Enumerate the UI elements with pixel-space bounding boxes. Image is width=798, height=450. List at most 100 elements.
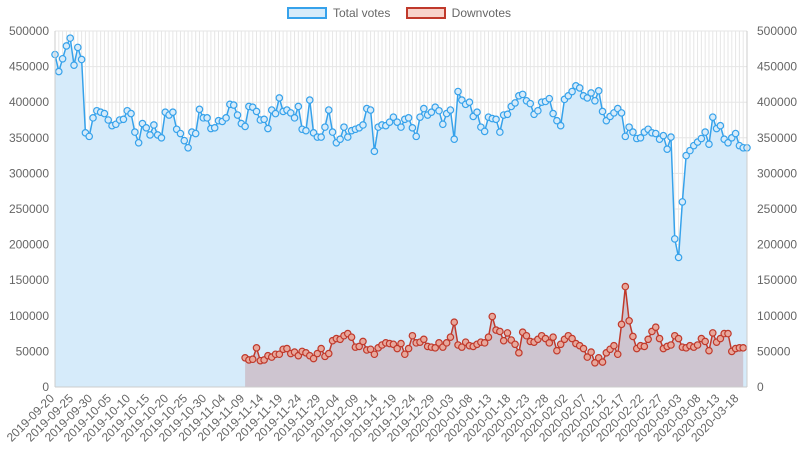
- point-total-votes: [408, 124, 417, 132]
- y-tick-label-right: 250000: [757, 202, 797, 216]
- point-total-votes: [328, 128, 337, 136]
- point-downvotes: [583, 353, 592, 361]
- point-downvotes: [598, 358, 607, 366]
- point-total-votes: [439, 120, 447, 129]
- y-tick-label-right: 150000: [757, 273, 797, 287]
- point-total-votes: [100, 109, 109, 118]
- point-downvotes: [450, 318, 459, 327]
- point-downvotes: [553, 346, 561, 355]
- y-tick-label-left: 0: [42, 380, 49, 394]
- point-downvotes: [587, 348, 595, 356]
- point-downvotes: [484, 333, 493, 341]
- point-total-votes: [575, 84, 584, 92]
- y-tick-label-left: 100000: [9, 309, 49, 323]
- point-downvotes: [275, 350, 284, 359]
- point-downvotes: [397, 339, 405, 348]
- y-tick-label-right: 100000: [757, 309, 797, 323]
- point-downvotes: [408, 331, 417, 340]
- point-total-votes: [526, 99, 535, 108]
- point-total-votes: [397, 123, 405, 131]
- point-downvotes: [324, 349, 333, 358]
- point-downvotes: [248, 355, 257, 364]
- point-total-votes: [621, 132, 630, 141]
- point-total-votes: [286, 109, 295, 117]
- point-total-votes: [454, 87, 462, 96]
- point-total-votes: [370, 147, 379, 156]
- y-tick-label-left: 200000: [9, 238, 49, 252]
- point-downvotes: [366, 345, 375, 354]
- point-total-votes: [708, 113, 717, 121]
- point-total-votes: [465, 98, 474, 107]
- legend-item-downvotes[interactable]: Downvotes: [405, 6, 511, 20]
- point-total-votes: [697, 134, 706, 143]
- point-downvotes: [655, 334, 664, 343]
- point-total-votes: [583, 94, 592, 102]
- point-total-votes: [134, 138, 143, 147]
- point-total-votes: [450, 135, 459, 144]
- point-total-votes: [229, 101, 238, 109]
- y-tick-label-left: 250000: [9, 202, 49, 216]
- point-total-votes: [131, 128, 139, 136]
- point-downvotes: [511, 340, 519, 349]
- point-downvotes: [309, 354, 318, 363]
- point-total-votes: [321, 123, 329, 131]
- point-downvotes: [458, 343, 466, 351]
- point-total-votes: [404, 114, 413, 122]
- point-downvotes: [556, 340, 565, 349]
- y-tick-label-right: 450000: [757, 60, 797, 74]
- point-total-votes: [294, 102, 303, 111]
- y-tick-label-left: 450000: [9, 60, 49, 74]
- y-tick-label-left: 350000: [9, 131, 49, 145]
- point-downvotes: [431, 344, 440, 352]
- point-downvotes: [579, 344, 588, 353]
- point-total-votes: [70, 61, 78, 69]
- point-downvotes: [693, 341, 702, 349]
- point-downvotes: [644, 335, 652, 344]
- point-total-votes: [176, 129, 185, 138]
- legend-item-total-votes[interactable]: Total votes: [286, 6, 390, 20]
- point-total-votes: [568, 87, 576, 96]
- point-total-votes: [222, 114, 230, 122]
- y-tick-label-right: 200000: [757, 238, 797, 252]
- point-total-votes: [359, 121, 367, 129]
- area-total-votes: [55, 38, 747, 388]
- point-downvotes: [613, 350, 622, 359]
- point-downvotes: [393, 344, 402, 353]
- point-total-votes: [317, 133, 325, 141]
- y-tick-label-right: 350000: [757, 131, 797, 145]
- point-downvotes: [549, 333, 557, 341]
- point-total-votes: [271, 109, 280, 118]
- point-total-votes: [340, 123, 348, 131]
- point-total-votes: [492, 115, 500, 124]
- point-total-votes: [503, 110, 512, 119]
- point-downvotes: [499, 336, 508, 345]
- point-total-votes: [180, 136, 189, 145]
- point-downvotes: [629, 332, 637, 341]
- point-total-votes: [264, 124, 272, 133]
- point-total-votes: [385, 118, 394, 126]
- point-total-votes: [617, 109, 626, 117]
- point-downvotes: [442, 339, 451, 347]
- point-total-votes: [275, 94, 284, 102]
- point-downvotes: [283, 344, 291, 353]
- point-downvotes: [674, 334, 683, 343]
- point-total-votes: [587, 89, 595, 97]
- point-total-votes: [412, 132, 421, 141]
- point-total-votes: [651, 129, 660, 138]
- point-total-votes: [663, 145, 671, 153]
- point-downvotes: [488, 312, 497, 321]
- point-total-votes: [427, 108, 436, 116]
- y-tick-label-left: 300000: [9, 166, 49, 180]
- y-tick-label-right: 50000: [757, 344, 791, 358]
- point-total-votes: [670, 235, 679, 243]
- point-total-votes: [233, 111, 242, 119]
- point-downvotes: [347, 333, 356, 341]
- y-tick-label-left: 150000: [9, 273, 49, 287]
- point-downvotes: [617, 320, 626, 329]
- point-downvotes: [651, 323, 660, 331]
- y-tick-label-left: 50000: [16, 344, 50, 358]
- point-total-votes: [636, 134, 645, 142]
- point-total-votes: [366, 106, 375, 114]
- point-total-votes: [667, 133, 675, 141]
